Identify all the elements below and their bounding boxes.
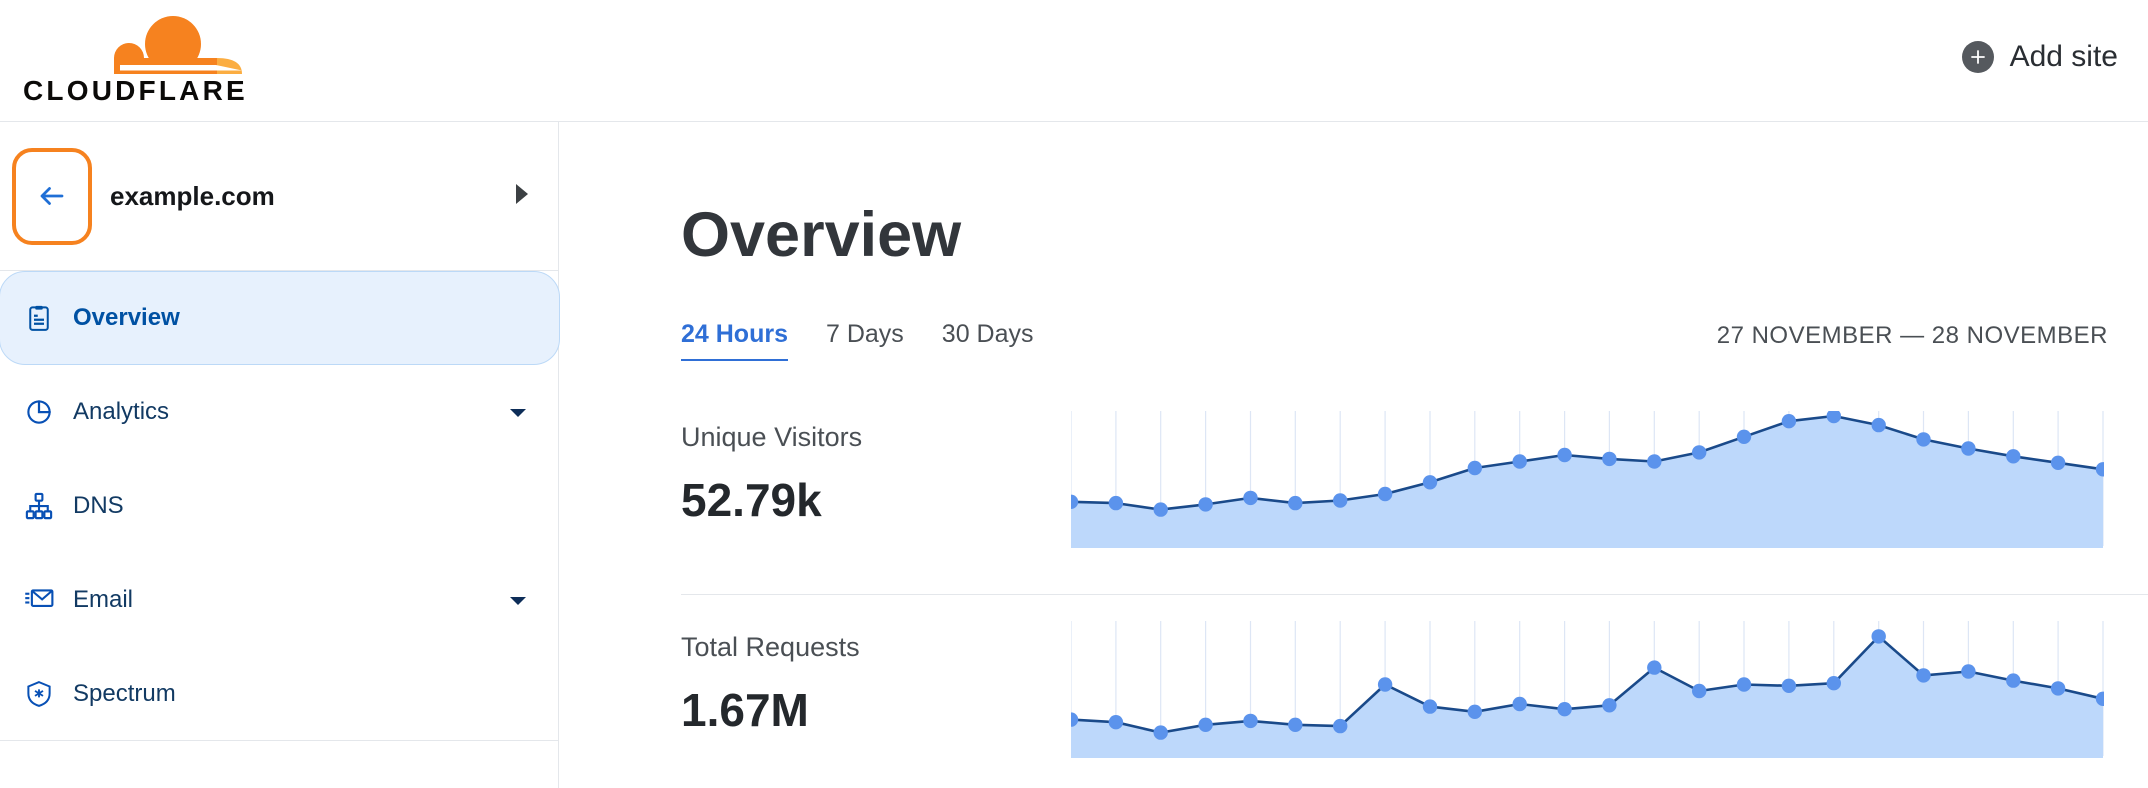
svg-text:CLOUDFLARE: CLOUDFLARE [23, 75, 248, 106]
